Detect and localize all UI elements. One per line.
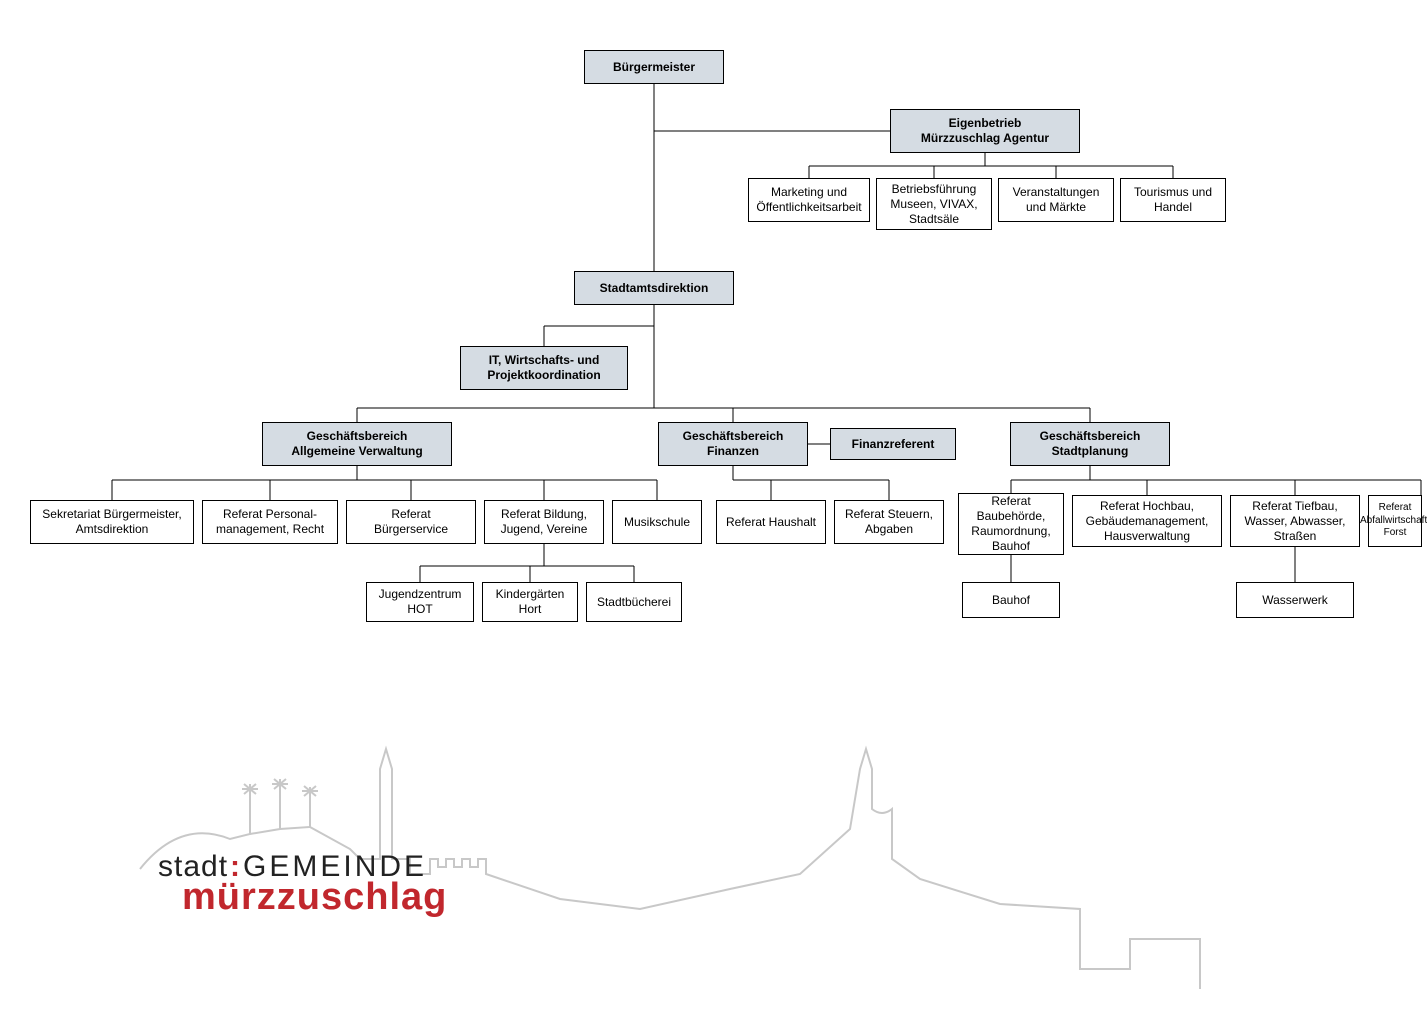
node-betriebsfuehrung: BetriebsführungMuseen, VIVAX,Stadtsäle (876, 178, 992, 230)
node-stadtbuecherei: Stadtbücherei (586, 582, 682, 622)
node-jugendzentrum: JugendzentrumHOT (366, 582, 474, 622)
node-eigenbetrieb: EigenbetriebMürzzuschlag Agentur (890, 109, 1080, 153)
logo: stadt:GEMEINDE mürzzuschlag (158, 850, 447, 919)
node-haushalt: Referat Haushalt (716, 500, 826, 544)
node-baubehoerde: ReferatBaubehörde,Raumordnung,Bauhof (958, 493, 1064, 555)
node-gb-stadtplanung: GeschäftsbereichStadtplanung (1010, 422, 1170, 466)
node-steuern: Referat Steuern,Abgaben (834, 500, 944, 544)
node-bildung: Referat Bildung,Jugend, Vereine (484, 500, 604, 544)
node-gb-finanzen: GeschäftsbereichFinanzen (658, 422, 808, 466)
node-gb-verwaltung: GeschäftsbereichAllgemeine Verwaltung (262, 422, 452, 466)
node-marketing: Marketing undÖffentlichkeitsarbeit (748, 178, 870, 222)
node-finanzreferent: Finanzreferent (830, 428, 956, 460)
node-buergerservice: Referat Bürgerservice (346, 500, 476, 544)
logo-line2: mürzzuschlag (182, 876, 447, 919)
node-it: IT, Wirtschafts- undProjektkoordination (460, 346, 628, 390)
node-hochbau: Referat Hochbau,Gebäudemanagement,Hausve… (1072, 495, 1222, 547)
node-abfall: ReferatAbfallwirtschaft,Forst (1368, 495, 1422, 547)
node-veranstaltungen: Veranstaltungenund Märkte (998, 178, 1114, 222)
node-wasserwerk: Wasserwerk (1236, 582, 1354, 618)
node-buergermeister: Bürgermeister (584, 50, 724, 84)
node-bauhof: Bauhof (962, 582, 1060, 618)
node-sekretariat: Sekretariat Bürgermeister,Amtsdirektion (30, 500, 194, 544)
node-tiefbau: Referat Tiefbau,Wasser, Abwasser,Straßen (1230, 495, 1360, 547)
node-kindergaerten: KindergärtenHort (482, 582, 578, 622)
node-stadtamt: Stadtamtsdirektion (574, 271, 734, 305)
node-tourismus: Tourismus undHandel (1120, 178, 1226, 222)
node-musikschule: Musikschule (612, 500, 702, 544)
node-personal: Referat Personal-management, Recht (202, 500, 338, 544)
